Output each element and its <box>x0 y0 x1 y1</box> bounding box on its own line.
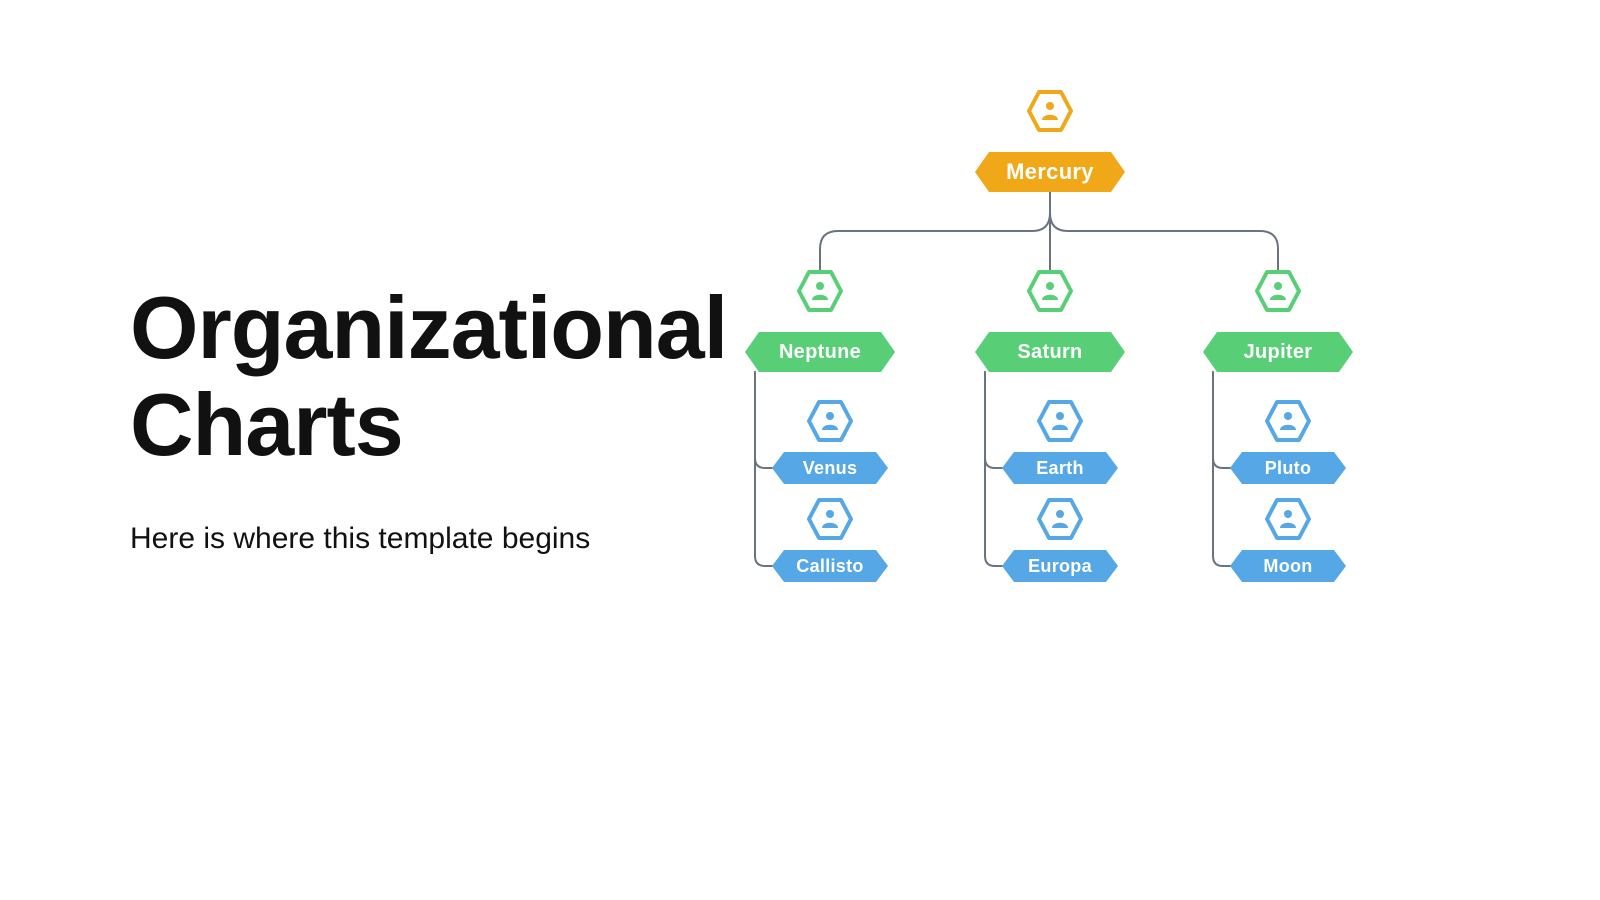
person-icon <box>807 400 853 447</box>
person-icon <box>1265 400 1311 447</box>
node-label-moon-text: Moon <box>1263 556 1312 577</box>
node-label-neptune-text: Neptune <box>779 341 861 364</box>
node-label-mercury-text: Mercury <box>1006 159 1094 185</box>
node-label-earth: Earth <box>1002 452 1118 484</box>
node-label-venus: Venus <box>772 452 888 484</box>
node-label-jupiter-text: Jupiter <box>1244 341 1313 364</box>
node-label-saturn: Saturn <box>975 332 1125 372</box>
org-chart: Mercury Neptune Venus <box>720 80 1380 640</box>
node-label-earth-text: Earth <box>1036 458 1084 479</box>
node-label-pluto-text: Pluto <box>1265 458 1312 479</box>
person-icon <box>1037 400 1083 447</box>
node-label-callisto: Callisto <box>772 550 888 582</box>
person-icon <box>1255 270 1301 317</box>
slide: Organizational Charts Here is where this… <box>0 0 1600 900</box>
node-label-saturn-text: Saturn <box>1017 341 1082 364</box>
node-label-pluto: Pluto <box>1230 452 1346 484</box>
person-icon <box>807 498 853 545</box>
person-icon <box>1027 270 1073 317</box>
node-label-venus-text: Venus <box>803 458 858 479</box>
text-panel: Organizational Charts Here is where this… <box>130 280 690 556</box>
page-subtitle: Here is where this template begins <box>130 522 690 556</box>
node-label-moon: Moon <box>1230 550 1346 582</box>
node-label-callisto-text: Callisto <box>796 556 863 577</box>
person-icon <box>1027 90 1073 137</box>
person-icon <box>1037 498 1083 545</box>
page-title: Organizational Charts <box>130 280 690 474</box>
person-icon <box>797 270 843 317</box>
node-label-neptune: Neptune <box>745 332 895 372</box>
person-icon <box>1265 498 1311 545</box>
node-label-jupiter: Jupiter <box>1203 332 1353 372</box>
node-label-europa: Europa <box>1002 550 1118 582</box>
node-label-europa-text: Europa <box>1028 556 1092 577</box>
node-label-mercury: Mercury <box>975 152 1125 192</box>
